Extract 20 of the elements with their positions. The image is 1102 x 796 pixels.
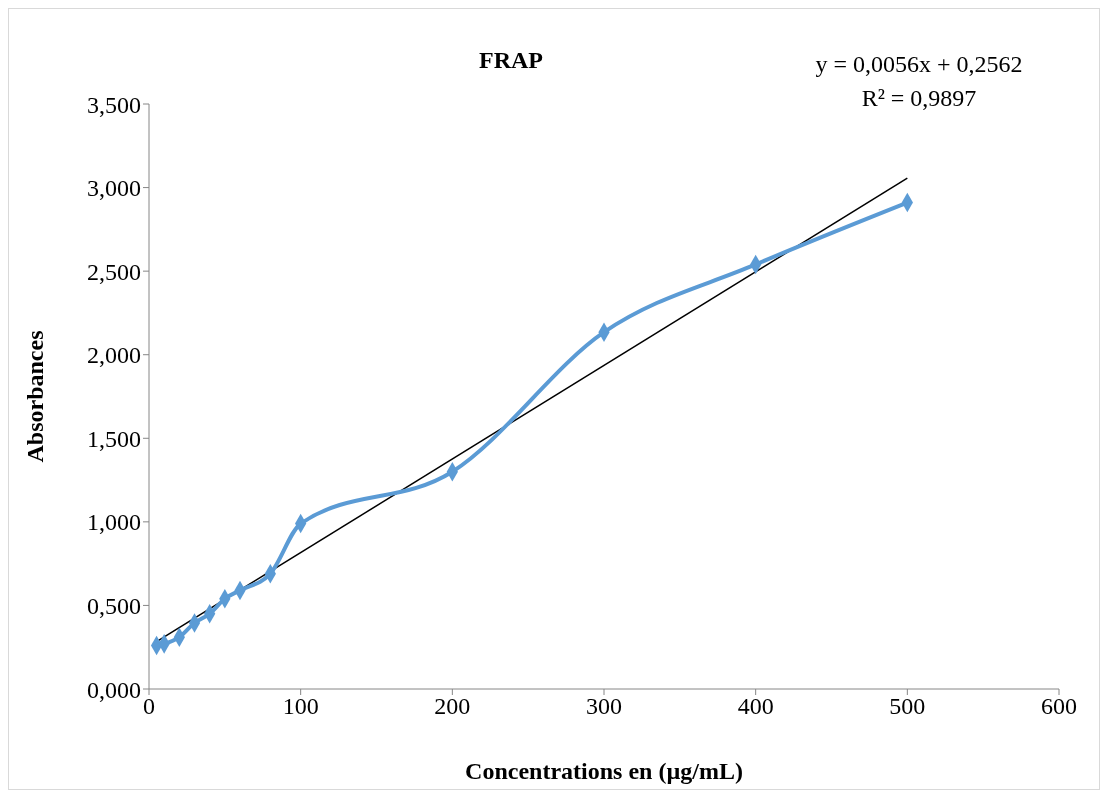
chart-title: FRAP	[479, 47, 543, 74]
x-tick-label: 0	[143, 693, 155, 720]
annotation: R² = 0,9897	[860, 84, 978, 113]
x-tick-label: 400	[737, 693, 774, 720]
y-tick-label: 2,500	[87, 258, 141, 285]
y-tick-label: 3,000	[87, 175, 141, 202]
x-axis-title: Concentrations en (µg/mL)	[465, 758, 743, 784]
text: y = 0,0056x + 0,2562	[814, 50, 1024, 79]
x-tick-label: 200	[434, 693, 471, 720]
y-tick-label: 0,000	[87, 676, 141, 703]
x-tick-label: 500	[889, 693, 926, 720]
x-tick-label: 300	[586, 693, 622, 720]
y-axis-title: Absorbances	[21, 330, 48, 463]
x-tick-label: 100	[282, 693, 319, 720]
y-tick-label: 0,500	[87, 592, 141, 619]
y-tick-label: 1,000	[87, 509, 141, 536]
y-tick-label: 2,000	[87, 342, 141, 369]
y-tick-label: 3,500	[87, 91, 141, 118]
y-tick-label: 1,500	[87, 425, 141, 452]
x-tick-label: 600	[1041, 693, 1077, 720]
